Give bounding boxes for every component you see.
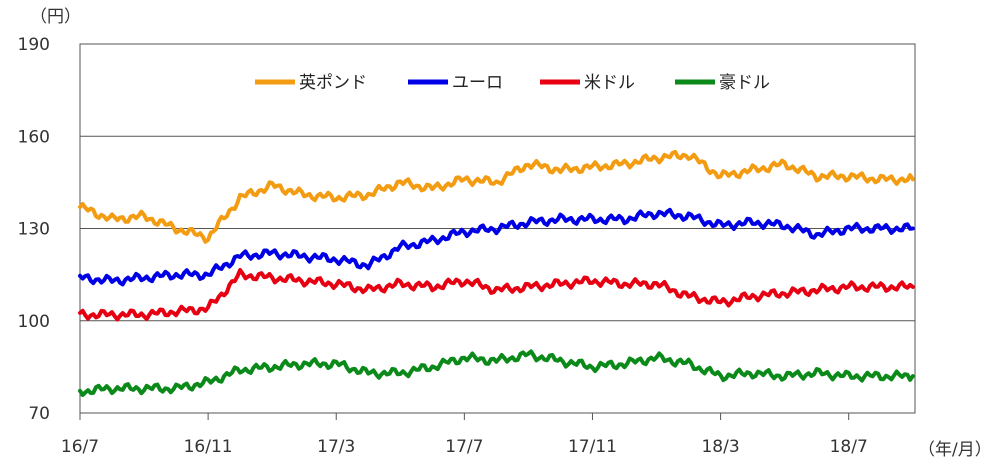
legend-label: 豪ドル — [719, 72, 770, 93]
legend-label: ユーロ — [452, 73, 503, 93]
series-line — [78, 268, 915, 322]
plot-frame — [79, 43, 916, 414]
legend-label: 英ポンド — [299, 73, 367, 93]
legend: 英ポンド ユーロ 米ドル 豪ドル — [255, 72, 770, 93]
x-tick-label: 17/7 — [445, 437, 483, 457]
legend-label: 米ドル — [584, 73, 635, 93]
y-axis-ticks: 70 100 130 160 190 — [18, 35, 50, 424]
y-tick-label: 190 — [18, 35, 50, 55]
y-tick-label: 70 — [28, 404, 50, 424]
x-tick-label: 17/3 — [317, 437, 355, 457]
y-tick-label: 130 — [18, 220, 50, 240]
x-tick-label: 16/7 — [61, 437, 99, 457]
series-line — [78, 149, 915, 244]
x-axis-ticks: 16/7 16/11 17/3 17/7 17/11 18/3 18/7 — [61, 413, 868, 457]
series-line — [78, 207, 915, 287]
series-line — [78, 349, 915, 397]
y-tick-label: 160 — [18, 127, 50, 147]
x-tick-label: 18/3 — [701, 437, 739, 457]
x-unit-label: （年/月） — [918, 440, 992, 460]
x-tick-label: 16/11 — [184, 437, 233, 457]
x-tick-label: 18/7 — [830, 437, 868, 457]
y-tick-label: 100 — [18, 312, 50, 332]
y-unit-label: （円） — [30, 7, 81, 27]
series-lines — [78, 149, 915, 397]
x-tick-label: 17/11 — [568, 437, 617, 457]
